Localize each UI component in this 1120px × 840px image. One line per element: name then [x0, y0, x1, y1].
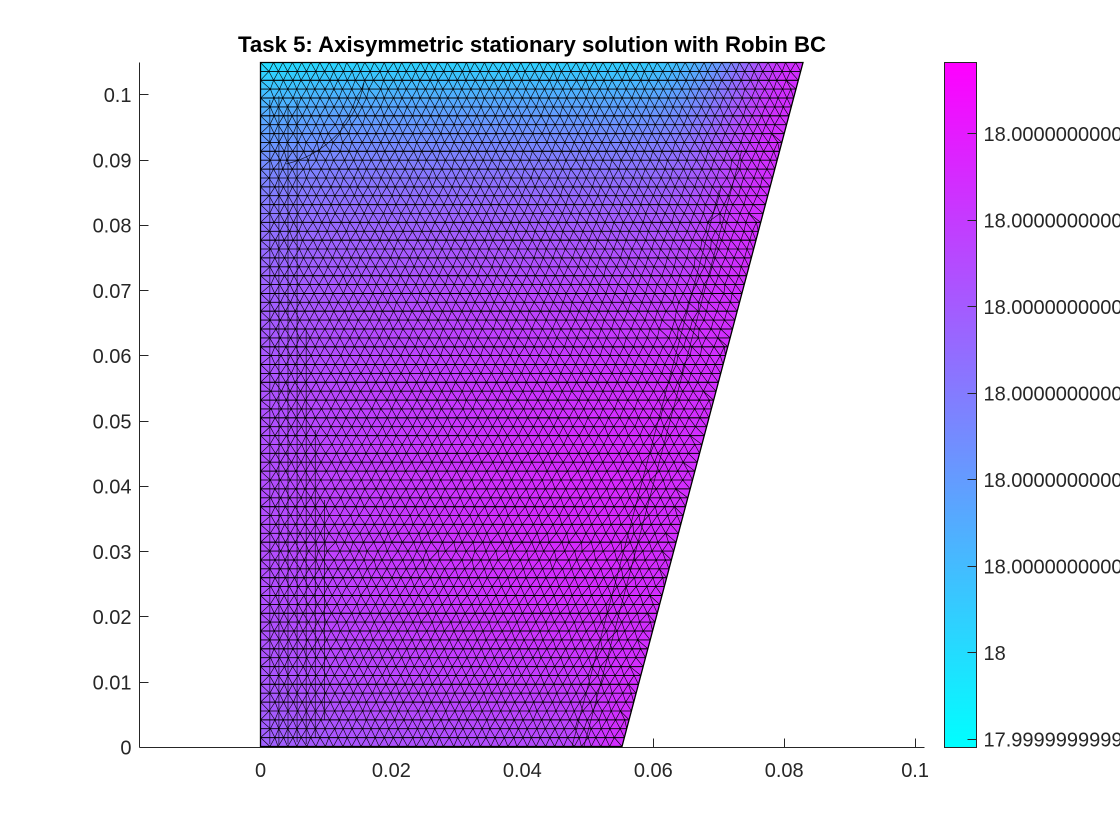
svg-text:0.05: 0.05 — [93, 411, 132, 433]
svg-text:18.0000000000006: 18.0000000000006 — [984, 124, 1120, 146]
svg-text:0.09: 0.09 — [93, 150, 132, 172]
svg-text:0.01: 0.01 — [93, 672, 132, 694]
svg-text:Task 5: Axisymmetric stationar: Task 5: Axisymmetric stationary solution… — [238, 32, 826, 57]
svg-text:0.08: 0.08 — [765, 760, 804, 782]
svg-text:0.02: 0.02 — [372, 760, 411, 782]
svg-text:0.06: 0.06 — [93, 346, 132, 368]
svg-text:0.1: 0.1 — [104, 85, 132, 107]
svg-text:0.04: 0.04 — [503, 760, 542, 782]
svg-text:0.04: 0.04 — [93, 477, 132, 499]
svg-text:18.0000000000005: 18.0000000000005 — [984, 211, 1120, 233]
svg-text:0.06: 0.06 — [634, 760, 673, 782]
svg-text:17.9999999999999: 17.9999999999999 — [984, 730, 1120, 752]
svg-text:0: 0 — [120, 738, 131, 760]
svg-text:18.0000000000001: 18.0000000000001 — [984, 557, 1120, 579]
svg-text:0.07: 0.07 — [93, 281, 132, 303]
svg-text:18.0000000000004: 18.0000000000004 — [984, 297, 1120, 319]
svg-text:0: 0 — [255, 760, 266, 782]
svg-text:0.1: 0.1 — [901, 760, 929, 782]
svg-text:18.0000000000002: 18.0000000000002 — [984, 470, 1120, 492]
svg-text:18.0000000000003: 18.0000000000003 — [984, 384, 1120, 406]
svg-text:0.02: 0.02 — [93, 607, 132, 629]
svg-text:18: 18 — [984, 643, 1006, 665]
svg-text:0.08: 0.08 — [93, 216, 132, 238]
svg-text:0.03: 0.03 — [93, 542, 132, 564]
